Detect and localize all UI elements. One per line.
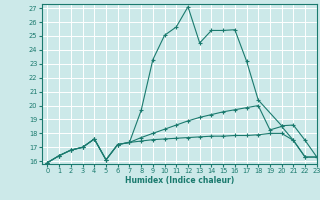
- X-axis label: Humidex (Indice chaleur): Humidex (Indice chaleur): [124, 176, 234, 185]
